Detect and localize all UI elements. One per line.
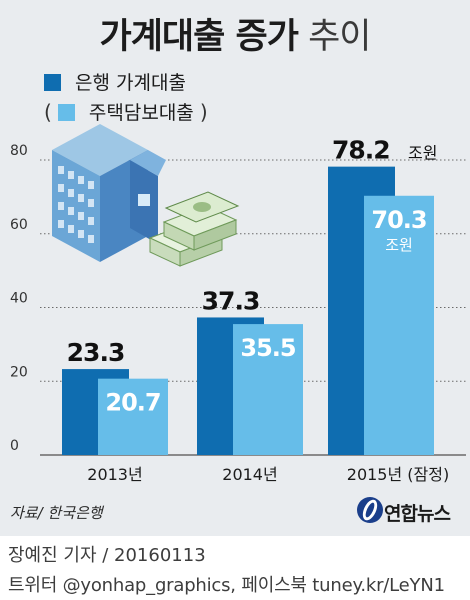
x-tick-label: 2014년	[222, 465, 277, 484]
legend-paren-open: (	[44, 100, 52, 124]
legend-item-bank: 은행 가계대출	[44, 68, 186, 95]
y-tick-label: 60	[10, 217, 28, 233]
byline: 장예진 기자 / 20160113	[8, 545, 206, 566]
x-tick-label: 2015년 (잠정)	[347, 465, 449, 484]
apartment-building-icon	[52, 124, 166, 262]
legend-swatch-bank	[44, 74, 61, 91]
labels-layer: 23.3 20.7 2013년 37.3 35.5 2014년 78.2 조원 70.3 조원 20…	[67, 136, 450, 484]
chart-title: 가계대출 증가 추이	[0, 8, 470, 59]
social-links: 트위터 @yonhap_graphics, 페이스북 tuney.kr/LeYN…	[8, 575, 445, 596]
legend-label-mortgage: 주택담보대출	[88, 102, 194, 124]
legend-item-mortgage: ( 주택담보대출 )	[44, 98, 208, 125]
bar-mortgage	[233, 324, 303, 455]
illustration	[52, 124, 240, 267]
y-tick-label: 0	[10, 438, 19, 454]
brand-name: 연합뉴스	[384, 503, 451, 525]
yonhap-logo-icon	[357, 497, 383, 523]
title-bold: 가계대출 증가	[99, 17, 299, 57]
y-tick-label: 80	[10, 143, 28, 159]
title-light: 추이	[308, 17, 371, 57]
unit-label-bank: 조원	[408, 144, 437, 163]
bars-layer	[62, 166, 434, 456]
data-label-mortgage: 35.5	[240, 334, 296, 362]
data-label-bank: 37.3	[202, 286, 260, 315]
legend-label-bank: 은행 가계대출	[75, 72, 186, 94]
data-label-bank: 78.2	[332, 136, 390, 165]
legend-swatch-mortgage	[57, 104, 75, 121]
unit-label-mortgage: 조원	[385, 236, 413, 254]
x-tick-label: 2013년	[87, 465, 142, 484]
bar-mortgage	[364, 195, 434, 456]
data-label-mortgage: 20.7	[105, 389, 160, 417]
source-note: 자료/ 한국은행	[10, 504, 103, 522]
data-label-bank: 23.3	[67, 338, 125, 367]
legend-paren-close: )	[199, 100, 208, 124]
cash-bundle-icon	[148, 191, 240, 267]
y-tick-label: 20	[10, 364, 28, 380]
y-tick-label: 40	[10, 291, 28, 307]
bar-mortgage	[98, 378, 168, 455]
data-label-mortgage: 70.3	[371, 206, 426, 234]
